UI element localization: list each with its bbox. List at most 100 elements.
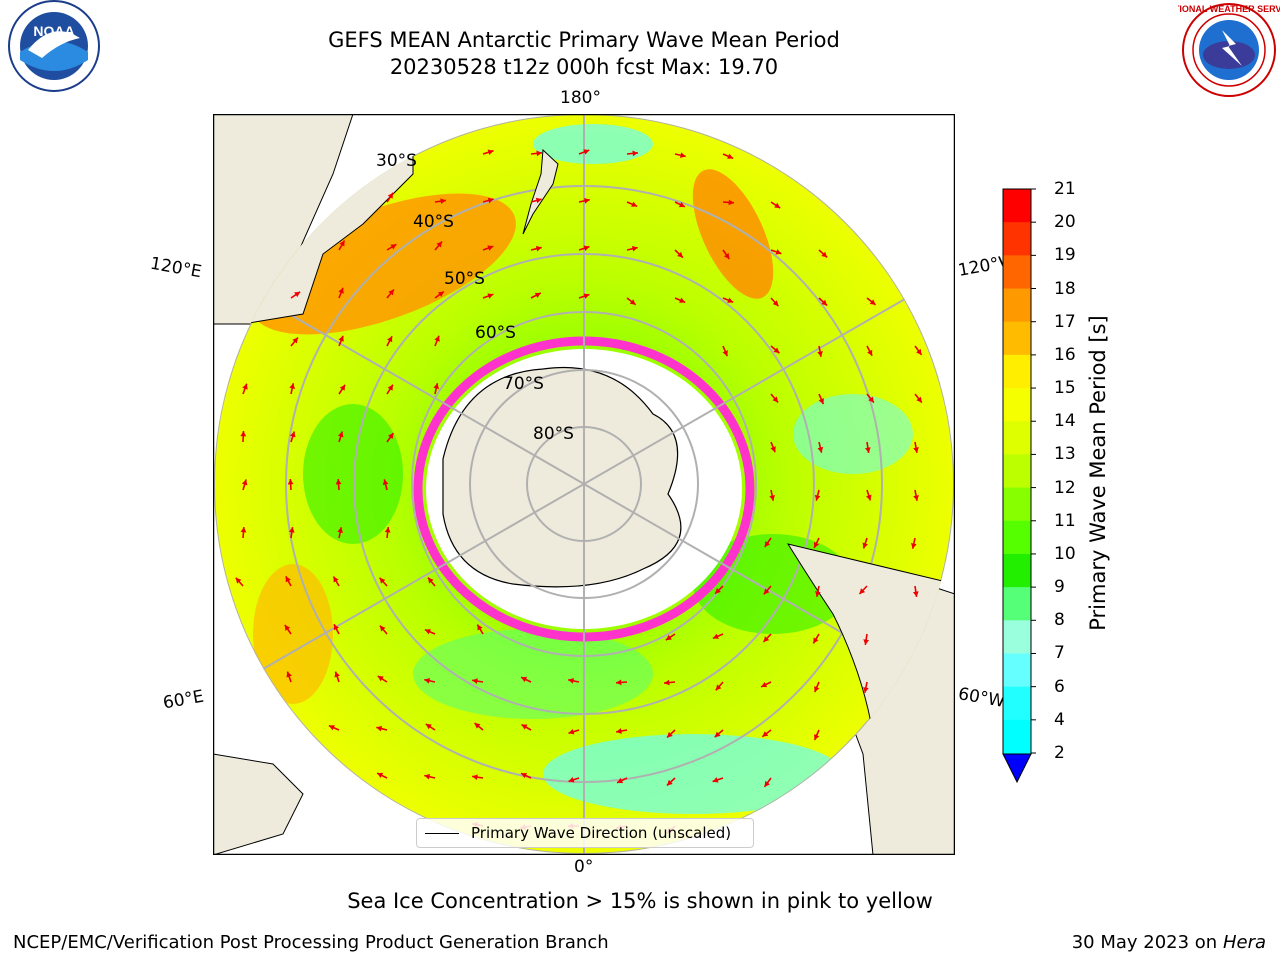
wave-arrow-head [814,494,821,501]
wave-arrow-head [712,633,719,639]
colorbar-segment [1003,587,1031,621]
wave-arrow-head [723,253,730,260]
colorbar-tick-label: 21 [1054,179,1076,199]
colorbar-segment [1003,454,1031,489]
lon-label-180: 180° [560,88,601,108]
wave-arrow-head [521,724,528,730]
wave-arrow-head [390,244,397,250]
colorbar-segment [1003,321,1031,356]
wave-arrow-head [762,731,769,737]
colorbar-segment [1003,421,1031,455]
wave-arrow-head [379,577,386,584]
wave-arrow-head [813,541,820,548]
wave-arrow-head [677,251,683,258]
wave-arrow-head [289,431,296,438]
wave-arrow-head [472,678,478,684]
wave-arrow-head [487,197,494,204]
wave-arrow-head [821,299,828,306]
wave-arrow-head [534,292,541,298]
footer-date-text: 30 May 2023 on [1071,932,1218,953]
colorbar-segment [1003,620,1031,654]
wave-arrow-head [818,398,824,405]
sea-ice-caption: Sea Ice Concentration > 15% is shown in … [347,889,933,913]
wave-arrow-head [913,447,919,453]
svg-text:NATIONAL WEATHER SERVICE: NATIONAL WEATHER SERVICE [1178,4,1280,14]
colorbar-tick-label: 18 [1054,278,1076,299]
colorbar-tick-label: 14 [1054,411,1076,432]
wave-arrow-head [487,293,494,299]
wave-arrow-head [859,588,866,594]
wave-arrow-head [339,384,346,391]
wave-arrow-head [472,774,478,781]
wave-arrow-head [616,679,622,686]
colorbar-tick-label: 17 [1054,311,1076,332]
wave-arrow-head [333,624,339,631]
colorbar-tick-label: 4 [1054,709,1065,730]
wave-arrow-head [292,337,298,344]
colorbar [1002,188,1036,784]
wave-arrow-head [583,149,590,155]
wave-arrow-head [867,349,873,356]
colorbar-tick-label: 8 [1054,610,1065,631]
colorbar-tick-label: 11 [1054,510,1076,531]
map-panel [213,114,955,855]
wave-arrow-head [334,671,340,678]
colorbar-tick-label: 10 [1054,543,1076,564]
chart-title: GEFS MEAN Antarctic Primary Wave Mean Pe… [328,28,840,52]
wave-arrow-head [437,291,444,297]
wave-arrow-head [813,637,819,644]
colorbar-segment [1003,487,1031,522]
wave-arrow-head [821,251,828,258]
wave-arrow-head [424,677,431,684]
noaa-logo-text: NOAA [33,23,74,39]
wave-arrow-head [377,676,384,682]
colorbar-tick-label: 13 [1054,444,1076,465]
colorbar-segment [1003,222,1031,256]
wave-arrow-head [761,681,768,688]
colorbar-segment [1003,255,1031,290]
wave-arrow-head [913,495,919,501]
wave-arrow-head [775,249,782,255]
wave-arrow-head [679,297,686,303]
wave-arrow-head [338,287,344,294]
wave-arrow-head [425,723,432,730]
colorbar-frame [1002,188,1032,755]
colorbar-segment [1003,719,1031,754]
colorbar-segment [1003,686,1031,721]
wave-arrow-head [387,336,393,343]
wave-arrow-head [910,543,917,549]
wave-arrow-head [868,396,874,403]
wave-arrow-head [289,383,296,389]
wave-arrow-head [337,431,344,438]
colorbar-segment [1003,653,1031,688]
wave-arrow-head [728,199,734,206]
wave-arrow-head [337,527,343,533]
wave-arrow-head [727,153,734,159]
wave-arrow-head [535,197,542,204]
wave-arrow-head [863,639,869,645]
footer-date: 30 May 2023 on Hera [1072,932,1266,953]
wave-arrow-head [427,577,434,584]
lon-label-60w: 60°W [956,684,1007,712]
wave-arrow-head [772,396,779,403]
wave-arrow-head [678,201,685,208]
colorbar-tick-label: 7 [1054,643,1065,664]
wave-arrow-head [286,671,292,678]
colorbar-segment [1003,354,1031,389]
polar-map [213,114,955,855]
wave-arrow-head [617,777,624,784]
wave-arrow-head [387,433,394,440]
colorbar-tick-label: 15 [1054,378,1076,399]
wave-arrow-head [869,299,876,305]
wave-arrow-head [665,634,672,641]
wave-arrow-head [912,591,919,597]
wave-arrow-head [424,773,431,780]
wave-arrow-head [288,527,295,533]
wave-arrow-head [727,297,734,303]
wave-arrow-head [387,384,393,391]
wave-arrow-head [568,678,574,684]
wave-arrow-head [487,245,494,251]
colorbar-tick-label: 2 [1054,743,1065,763]
wave-arrow-head [863,687,869,693]
wave-arrow-head [715,587,721,594]
